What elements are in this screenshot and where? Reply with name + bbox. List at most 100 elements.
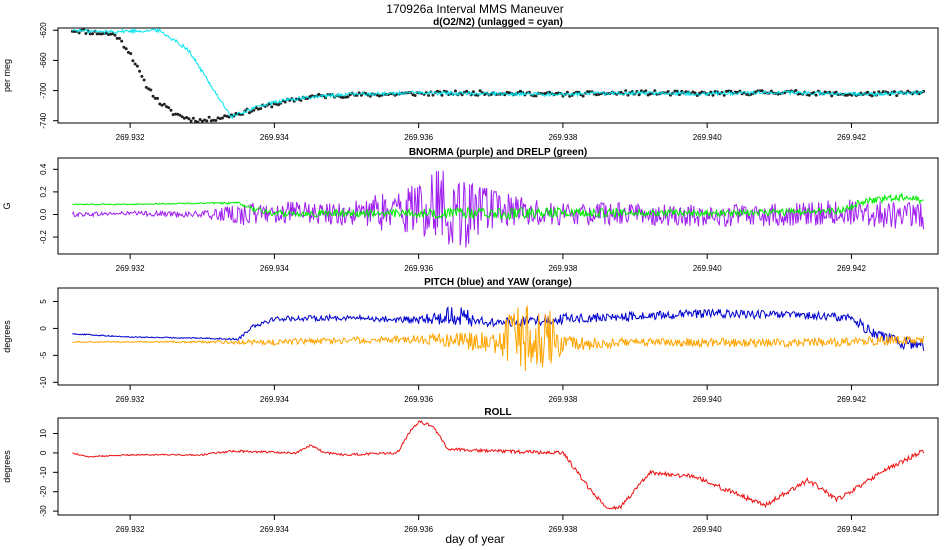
data-point [180,115,184,119]
data-point [200,119,204,123]
data-point [440,93,444,97]
data-point [339,95,343,99]
x-tick-label: 269.936 [404,525,433,534]
data-point [198,118,202,121]
panel-3-ylabel: degrees [2,320,12,353]
data-point [212,118,215,122]
data-point [106,33,110,36]
data-point [214,119,218,122]
y-tick-label: 0 [39,450,48,455]
data-point [142,78,146,82]
data-point [194,119,198,123]
data-point [413,94,417,97]
x-tick-label: 269.932 [116,264,145,273]
data-point [131,59,135,63]
panel-1-frame [57,27,939,124]
data-point [151,94,155,98]
y-tick-label: -10 [39,376,48,388]
x-tick-label: 269.938 [548,133,577,142]
series-lagged [70,28,926,123]
x-tick-label: 269.934 [260,395,289,404]
panel-4-title: ROLL [484,407,511,418]
figure-xlabel: day of year [445,532,504,546]
data-point [216,116,220,120]
x-tick-label: 269.934 [260,133,289,142]
data-point [95,32,99,36]
data-point [624,89,628,93]
x-tick-label: 269.942 [837,395,866,404]
data-point [189,119,193,123]
data-point [174,112,177,116]
series-yaw [72,304,925,372]
data-point [149,88,153,92]
data-point [115,36,119,40]
data-point [453,89,457,93]
series-roll [72,420,925,511]
x-tick-label: 269.934 [260,525,289,534]
data-point [207,115,211,119]
data-point [167,106,171,110]
data-point [135,64,139,68]
data-point [140,74,144,78]
data-point [881,90,885,94]
data-point [182,116,186,120]
figure-title: 170926a Interval MMS Maneuver [386,2,563,16]
data-point [893,90,896,94]
data-point [543,92,547,95]
data-point [357,91,361,95]
y-tick-label: -700 [39,82,48,99]
data-point [845,93,849,97]
data-point [178,113,182,117]
data-point [187,117,191,121]
data-point [270,105,274,109]
data-point [471,90,475,94]
y-tick-label: 5 [39,299,48,304]
data-point [895,94,899,98]
panel-1-ylabel: per meg [2,59,12,92]
data-point [234,112,238,115]
data-point [144,85,148,89]
data-point [156,96,159,100]
data-point [185,116,189,119]
panel-4-ylabel: degrees [2,450,12,483]
data-point [283,100,287,104]
data-point [160,103,164,107]
data-point [126,50,130,54]
panels: d(O2/N2) (unlagged = cyan) per meg 269.932… [2,17,939,534]
data-point [100,32,103,36]
x-tick-label: 269.936 [404,264,433,273]
data-point [169,108,173,112]
panel-2: BNORMA (purple) and DRELP (green) G 269.93… [2,147,939,273]
panel-4-frame [57,417,939,516]
data-point [247,111,251,115]
data-point [171,113,175,117]
data-point [673,89,677,93]
panel-2-title: BNORMA (purple) and DRELP (green) [409,147,587,158]
panel-4-plot [72,420,925,511]
data-point [97,32,101,36]
data-point [91,32,95,36]
panel-3-frame [57,287,939,386]
data-point [626,93,630,97]
series-pitch [72,306,925,351]
data-point [760,89,764,93]
data-point [709,90,713,94]
x-tick-label: 269.932 [116,395,145,404]
data-point [138,69,142,73]
data-point [807,93,811,97]
data-point [478,89,482,93]
data-point [769,89,773,93]
x-tick-label: 269.942 [837,264,866,273]
panel-3: PITCH (blue) and YAW (orange) degrees 269.… [2,277,939,404]
data-point [120,39,124,43]
data-point [122,45,126,49]
y-tick-label: -660 [39,52,48,69]
x-tick-label: 269.938 [548,525,577,534]
data-point [637,93,641,97]
x-tick-label: 269.940 [693,133,722,142]
panel-4: ROLL degrees 269.932 269.934 269.936 269.938 2… [2,407,939,534]
data-point [129,52,133,56]
data-point [677,93,681,96]
data-point [698,91,702,95]
